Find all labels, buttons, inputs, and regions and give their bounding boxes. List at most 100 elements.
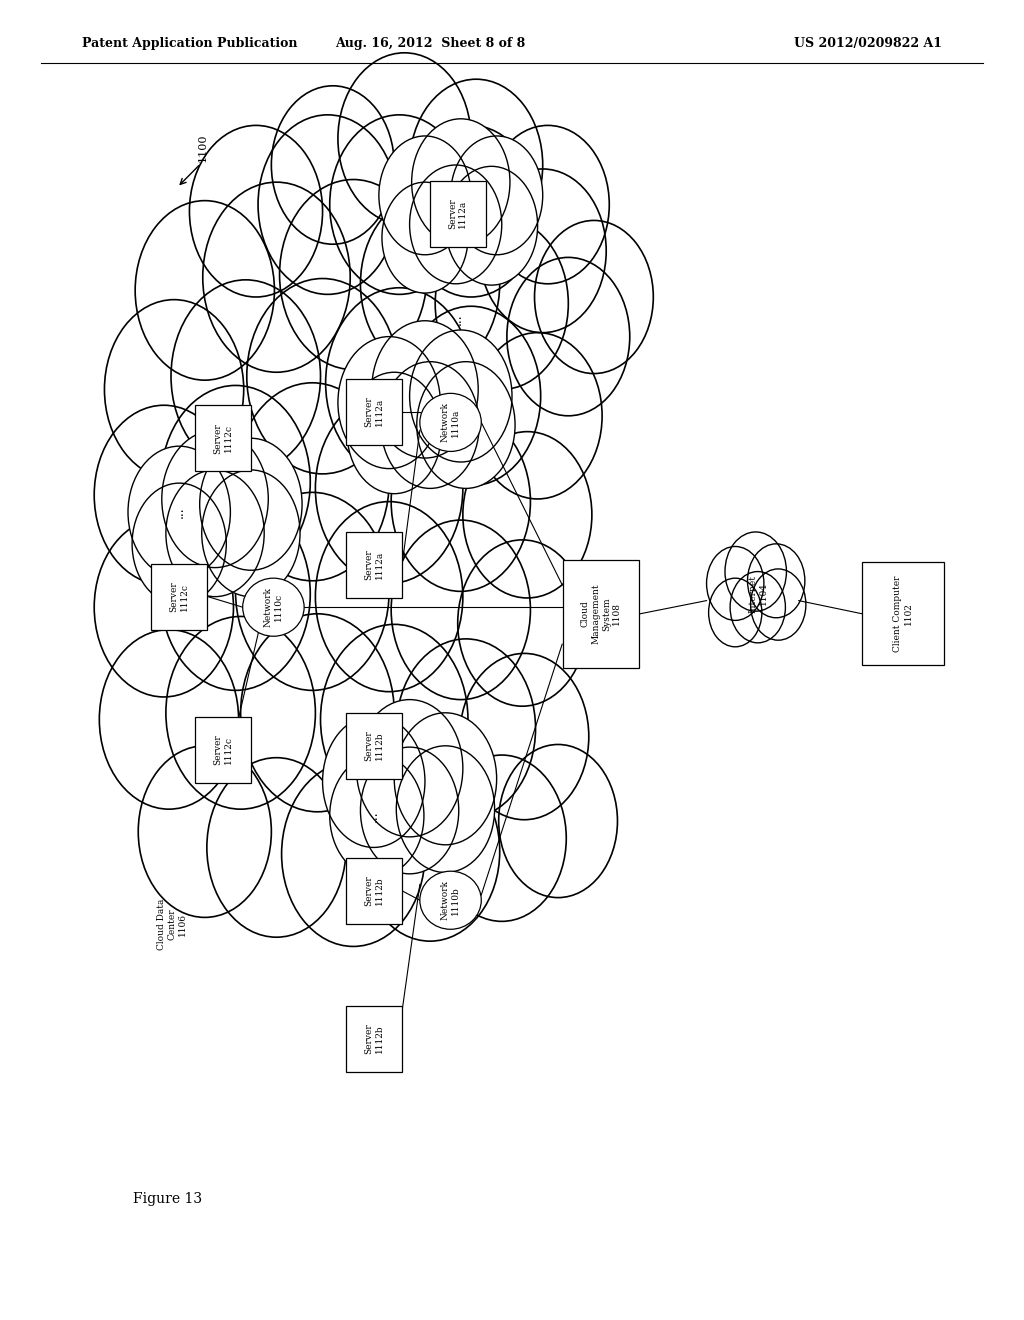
Circle shape — [479, 169, 606, 333]
Circle shape — [321, 624, 468, 814]
Circle shape — [330, 115, 469, 294]
Circle shape — [161, 385, 310, 578]
Circle shape — [396, 746, 495, 873]
Circle shape — [391, 520, 530, 700]
Text: Server
1112a: Server 1112a — [449, 198, 467, 230]
Circle shape — [166, 616, 315, 809]
Circle shape — [382, 182, 468, 293]
FancyBboxPatch shape — [430, 181, 485, 247]
Text: ...: ... — [452, 314, 464, 325]
FancyBboxPatch shape — [345, 713, 401, 779]
Text: Patent Application Publication: Patent Application Publication — [82, 37, 297, 50]
Circle shape — [138, 746, 271, 917]
Circle shape — [410, 79, 543, 251]
Circle shape — [189, 125, 323, 297]
Circle shape — [360, 194, 500, 374]
Circle shape — [748, 544, 805, 618]
Text: Server
1112c: Server 1112c — [214, 734, 232, 766]
Circle shape — [404, 125, 538, 297]
Circle shape — [394, 713, 497, 845]
Text: US 2012/0209822 A1: US 2012/0209822 A1 — [794, 37, 942, 50]
Text: Figure 13: Figure 13 — [133, 1192, 203, 1205]
Circle shape — [330, 755, 424, 876]
Circle shape — [207, 758, 346, 937]
Circle shape — [338, 337, 440, 469]
Text: ...: ... — [173, 507, 185, 517]
Circle shape — [241, 614, 394, 812]
Circle shape — [437, 755, 566, 921]
Circle shape — [451, 136, 543, 255]
Circle shape — [410, 165, 502, 284]
Text: 1100: 1100 — [198, 133, 208, 162]
Circle shape — [282, 762, 425, 946]
Circle shape — [499, 744, 617, 898]
FancyBboxPatch shape — [862, 562, 944, 665]
Text: Internet
1104: Internet 1104 — [749, 576, 767, 612]
Circle shape — [435, 218, 568, 389]
Circle shape — [258, 115, 397, 294]
Circle shape — [445, 166, 538, 285]
Circle shape — [396, 639, 536, 818]
Circle shape — [202, 470, 300, 597]
FancyBboxPatch shape — [345, 858, 401, 924]
Circle shape — [280, 180, 427, 370]
Circle shape — [381, 362, 479, 488]
Circle shape — [323, 715, 425, 847]
Text: Server
1112b: Server 1112b — [365, 1023, 383, 1055]
Circle shape — [460, 653, 589, 820]
Circle shape — [200, 438, 302, 570]
Circle shape — [463, 432, 592, 598]
FancyBboxPatch shape — [195, 405, 252, 471]
Text: Server
1112b: Server 1112b — [365, 730, 383, 762]
Text: Cloud Data
Center
1106: Cloud Data Center 1106 — [157, 899, 187, 949]
Text: Cloud
Management
System
1108: Cloud Management System 1108 — [581, 583, 622, 644]
Circle shape — [360, 747, 459, 874]
Text: Server
1112a: Server 1112a — [365, 549, 383, 581]
FancyBboxPatch shape — [345, 1006, 401, 1072]
Circle shape — [338, 53, 471, 224]
FancyBboxPatch shape — [345, 379, 401, 445]
Circle shape — [730, 572, 785, 643]
Circle shape — [360, 762, 500, 941]
FancyBboxPatch shape — [195, 717, 252, 783]
Circle shape — [132, 483, 226, 605]
Circle shape — [391, 412, 530, 591]
FancyBboxPatch shape — [345, 532, 401, 598]
Circle shape — [356, 700, 463, 837]
FancyBboxPatch shape — [563, 560, 639, 668]
Circle shape — [271, 86, 394, 244]
Circle shape — [315, 393, 463, 583]
Ellipse shape — [420, 393, 481, 451]
Circle shape — [94, 405, 233, 585]
Circle shape — [236, 492, 389, 690]
Circle shape — [486, 125, 609, 284]
Circle shape — [203, 182, 350, 372]
Text: Network
1110b: Network 1110b — [441, 880, 460, 920]
Circle shape — [379, 136, 471, 255]
Text: Server
1112a: Server 1112a — [365, 396, 383, 428]
Circle shape — [458, 540, 587, 706]
Circle shape — [725, 532, 786, 611]
Circle shape — [401, 306, 541, 486]
Circle shape — [507, 257, 630, 416]
Ellipse shape — [420, 871, 481, 929]
Circle shape — [94, 517, 233, 697]
Circle shape — [99, 630, 239, 809]
Circle shape — [166, 470, 264, 597]
Circle shape — [104, 300, 244, 479]
Text: Client Computer
1102: Client Computer 1102 — [894, 576, 912, 652]
Circle shape — [171, 280, 321, 473]
Text: Server
1112c: Server 1112c — [170, 581, 188, 612]
Circle shape — [162, 430, 268, 568]
Circle shape — [135, 201, 274, 380]
Circle shape — [128, 446, 230, 578]
Circle shape — [247, 279, 398, 474]
Text: Server
1112c: Server 1112c — [214, 422, 232, 454]
FancyBboxPatch shape — [152, 564, 207, 630]
Circle shape — [751, 569, 806, 640]
Circle shape — [417, 362, 515, 488]
Circle shape — [372, 321, 478, 458]
Text: Aug. 16, 2012  Sheet 8 of 8: Aug. 16, 2012 Sheet 8 of 8 — [335, 37, 525, 50]
Ellipse shape — [243, 578, 304, 636]
Circle shape — [473, 333, 602, 499]
